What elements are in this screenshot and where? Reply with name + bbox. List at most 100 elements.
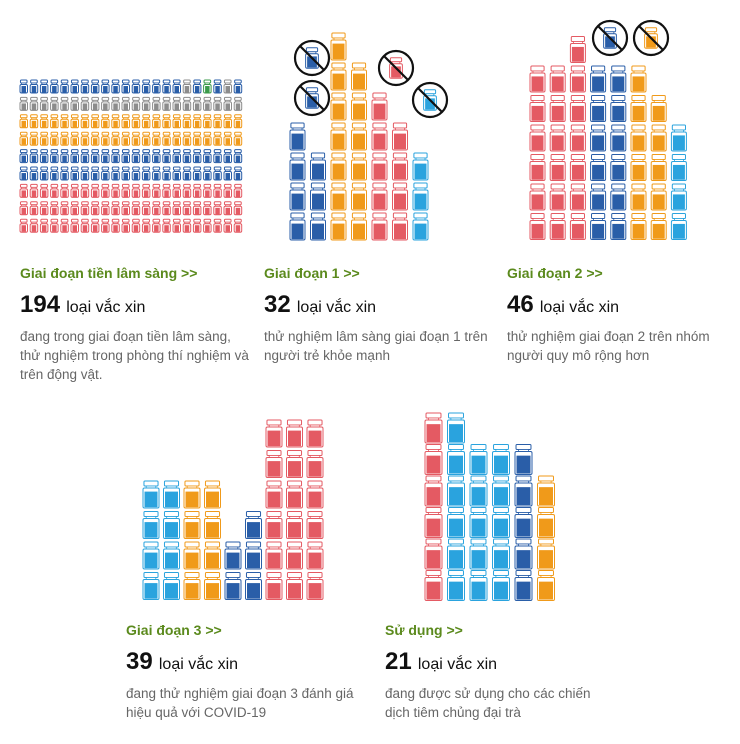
vial-icon [39,149,49,164]
vial-icon [39,96,49,111]
vial-icon [630,183,647,211]
vial-icon [121,96,130,111]
count-unit: loại vắc xin [158,656,239,673]
vial-icon [223,96,232,111]
vial-icon [182,218,192,233]
vial-icon [213,201,222,216]
vial-icon [514,507,533,538]
vial-icon [203,149,212,164]
vial-icon [80,131,90,146]
vial-icon [60,149,69,164]
vial-icon [152,96,161,111]
vial-icon [101,131,110,146]
crossed-vial-icon [293,39,331,77]
vial-icon [70,131,79,146]
vial-icon [19,96,28,111]
vial-icon [204,511,221,539]
vial-icon [203,79,212,94]
vial-icon [131,79,141,94]
vial-icon [670,183,687,211]
vial-icon [192,166,202,181]
vial-icon [447,538,465,570]
vial-icon [610,154,627,181]
vial-icon [492,475,510,507]
vial-icon [469,570,488,601]
vial-icon [60,79,69,94]
phase-heading-link[interactable]: Giai đoạn 1 >> [264,265,360,281]
vial-icon [163,541,180,570]
vial-icon [203,201,212,216]
vial-icon [289,182,306,211]
vial-icon [141,201,151,216]
vial-icon [447,444,465,475]
vial-icon [131,183,141,198]
crossed-vial-icon [591,19,629,57]
vial-icon [182,79,192,94]
vial-icon [39,201,49,216]
vial-icon [29,149,39,164]
vial-icon [162,166,171,181]
phase-3: Giai đoạn 3 >> 39 loại vắc xin đang thử … [126,622,356,722]
vial-icon [330,62,347,91]
vial-icon [590,65,607,93]
vial-icon [29,183,39,198]
vial-icon [203,166,212,181]
vial-icon [330,212,347,241]
vial-icon [19,166,28,181]
vial-icon [204,572,221,600]
vial-icon [286,572,303,600]
vial-icon [111,149,120,164]
vial-icon [492,570,510,601]
vial-icon [131,149,141,164]
vial-icon [447,570,465,601]
vial-icon [111,201,120,216]
vial-icon [529,65,546,93]
vial-icon [569,95,586,122]
vial-icon [70,183,79,198]
vial-icon [351,62,367,91]
vial-icon [142,541,160,570]
vial-icon [50,79,59,94]
vial-icon [39,131,49,146]
vial-icon [131,166,141,181]
vial-icon [183,480,201,509]
vial-icon [90,166,100,181]
vial-icon [111,131,120,146]
vaccine-count: 39 loại vắc xin [126,648,356,676]
vial-icon [90,96,100,111]
vial-icon [590,124,607,152]
vial-icon [245,511,262,539]
vial-icon [371,122,388,151]
vial-icon [630,124,647,152]
vial-icon [529,124,546,152]
vial-icon [371,212,388,241]
phase-heading-link[interactable]: Sử dụng >> [385,622,463,638]
vial-icon [537,570,555,601]
vial-icon [310,182,326,211]
vial-icon [650,154,667,181]
vaccine-count: 194 loại vắc xin [20,291,250,319]
phase-heading-link[interactable]: Giai đoạn tiền lâm sàng >> [20,265,198,281]
vial-icon [152,131,161,146]
vial-icon [469,444,488,475]
vial-icon [90,183,100,198]
vial-icon [29,131,39,146]
vial-icon [233,114,243,129]
vial-icon [60,166,69,181]
vial-icon [29,79,39,94]
vial-icon [265,511,283,539]
vial-icon [610,213,627,240]
vial-icon [19,149,28,164]
vial-icon [286,450,303,478]
vial-icon [70,201,79,216]
vial-icon [101,183,110,198]
vial-icon [29,114,39,129]
vial-icon [182,131,192,146]
vial-icon [305,47,319,69]
vial-icon [392,212,408,241]
phase-heading-link[interactable]: Giai đoạn 2 >> [507,265,603,281]
vial-icon [529,183,546,211]
vial-icon [90,218,100,233]
phase-heading-link[interactable]: Giai đoạn 3 >> [126,622,222,638]
vial-icon [152,149,161,164]
